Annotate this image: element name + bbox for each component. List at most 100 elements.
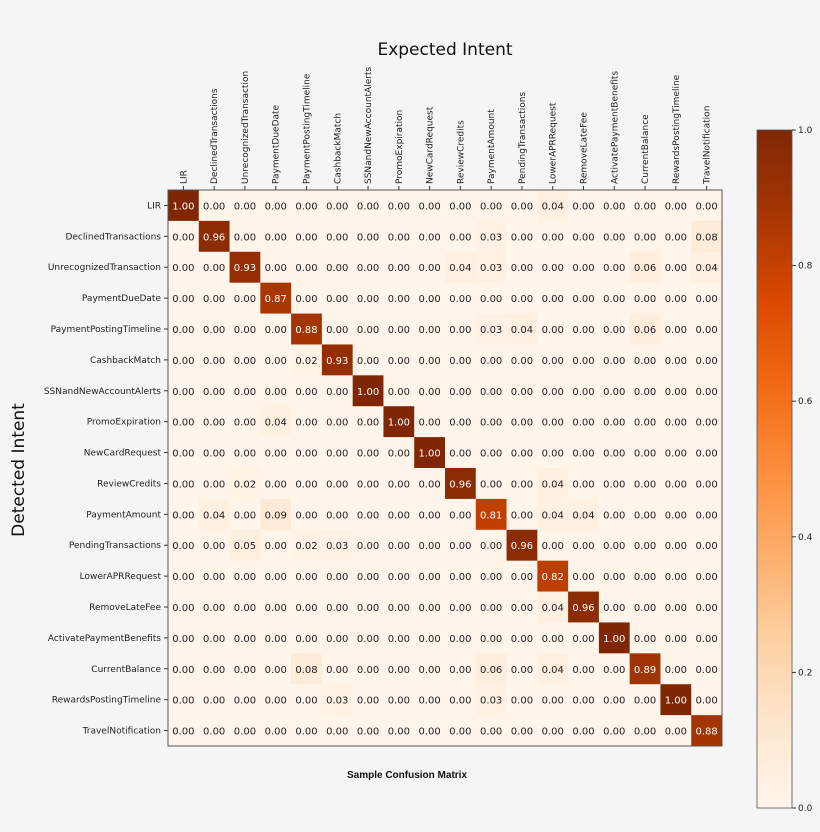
heatmap-cell (660, 375, 692, 407)
cell-value-label: 0.00 (695, 696, 717, 707)
cell-value-label: 0.00 (326, 479, 348, 490)
heatmap-cell (229, 406, 261, 438)
cell-value-label: 0.00 (326, 418, 348, 429)
heatmap-cell (414, 282, 446, 315)
y-tick-labels: LIR DeclinedTransactions UnrecognizedTrans… (44, 201, 168, 737)
cell-value-label: 0.96 (511, 541, 533, 552)
heatmap-cell (168, 313, 200, 345)
heatmap-cell (352, 406, 384, 438)
heatmap-cell (568, 498, 600, 531)
x-tick-label: SSNandNewAccountAlerts (364, 67, 374, 184)
cell-value-label: 0.00 (172, 634, 194, 645)
heatmap-cell (198, 498, 231, 531)
heatmap-cell (660, 622, 692, 654)
heatmap-cell (475, 529, 508, 562)
heatmap-cell (537, 375, 569, 407)
cell-value-label: 0.00 (634, 479, 656, 490)
x-tick-label: DeclinedTransactions (210, 88, 220, 184)
heatmap-cell (291, 715, 323, 747)
cell-value-label: 0.00 (665, 294, 687, 305)
heatmap-cell (445, 251, 477, 284)
cell-value-label: 0.00 (418, 479, 440, 490)
heatmap-cell (198, 468, 231, 500)
cell-value-label: 0.00 (511, 418, 533, 429)
heatmap-cell (598, 220, 631, 253)
cell-value-label: 0.00 (234, 294, 256, 305)
cell-value-label: 0.00 (234, 418, 256, 429)
cell-value-label: 0.00 (326, 572, 348, 583)
y-tick-label: PaymentDueDate (82, 294, 162, 304)
x-tick-label: NewCardRequest (426, 106, 436, 184)
x-tick-labels: LIR DeclinedTransactions UnrecognizedTrans… (179, 67, 713, 190)
cell-value-label: 0.00 (388, 541, 410, 552)
cell-value-label: 0.00 (634, 418, 656, 429)
heatmap-cell (691, 437, 723, 469)
heatmap-cell (660, 251, 692, 284)
x-tick-label: RewardsPostingTimeline (672, 74, 682, 184)
heatmap-cell (629, 344, 661, 376)
heatmap-cell (475, 715, 508, 747)
heatmap-cell (352, 653, 384, 685)
cell-value-label: 0.00 (634, 727, 656, 738)
x-axis-title: Expected Intent (377, 40, 512, 60)
heatmap-cell (445, 653, 477, 685)
cell-value-label: 0.96 (449, 479, 471, 490)
cell-value-label: 0.04 (695, 263, 717, 274)
heatmap-cell (691, 344, 723, 376)
heatmap-cell (321, 313, 354, 345)
cell-value-label: 0.00 (511, 665, 533, 676)
cell-value-label: 0.00 (295, 510, 317, 521)
heatmap-cell (168, 406, 200, 438)
cell-value-label: 0.00 (326, 232, 348, 243)
cell-value-label: 0.00 (480, 572, 502, 583)
cell-value-label: 0.00 (295, 387, 317, 398)
heatmap-cell (383, 406, 415, 438)
heatmap-cell (660, 344, 692, 376)
cell-value-label: 0.00 (326, 665, 348, 676)
cell-value-label: 0.00 (357, 665, 379, 676)
heatmap-cell (475, 344, 508, 376)
heatmap-cell (414, 715, 446, 747)
cell-value-label: 0.00 (449, 294, 471, 305)
heatmap-cell (383, 560, 415, 593)
cell-value-label: 0.00 (418, 665, 440, 676)
heatmap-cell (414, 591, 446, 623)
cell-value-label: 0.00 (695, 634, 717, 645)
colorbar-tick-label: 0.6 (798, 397, 813, 407)
heatmap-cell (260, 437, 292, 469)
cell-value-label: 0.00 (265, 449, 287, 460)
cell-value-label: 0.00 (665, 325, 687, 336)
cell-value-label: 0.00 (203, 201, 225, 212)
cell-value-label: 0.00 (603, 387, 625, 398)
y-tick-label: LowerAPRRequest (80, 572, 162, 582)
cell-value-label: 0.00 (265, 387, 287, 398)
heatmap-cell (352, 498, 384, 531)
cell-value-label: 0.00 (265, 479, 287, 490)
heatmap-cell (691, 622, 723, 654)
cell-value-label: 0.00 (480, 449, 502, 460)
cell-value-label: 0.03 (480, 696, 502, 707)
heatmap-cell (229, 313, 261, 345)
cell-value-label: 0.00 (203, 418, 225, 429)
cell-value-label: 0.00 (603, 356, 625, 367)
heatmap-cell (691, 529, 723, 562)
heatmap-cell (383, 591, 415, 623)
heatmap-cell (506, 715, 538, 747)
cell-value-label: 0.00 (449, 541, 471, 552)
heatmap-cell (445, 437, 477, 469)
heatmap-cell (475, 313, 508, 345)
cell-value-label: 0.00 (695, 479, 717, 490)
heatmap-cell (321, 468, 354, 500)
heatmap-cell (445, 190, 477, 222)
heatmap-cell (475, 282, 508, 315)
cell-value-label: 0.00 (388, 572, 410, 583)
cell-value-label: 0.00 (572, 727, 594, 738)
cell-value-label: 1.00 (172, 201, 194, 212)
cell-value-label: 0.00 (357, 294, 379, 305)
heatmap-cell (229, 498, 261, 531)
cell-value-label: 0.00 (511, 634, 533, 645)
y-tick-label: LIR (147, 201, 161, 211)
cell-value-label: 0.04 (542, 479, 564, 490)
cell-value-label: 0.00 (357, 479, 379, 490)
cell-value-label: 0.00 (265, 201, 287, 212)
